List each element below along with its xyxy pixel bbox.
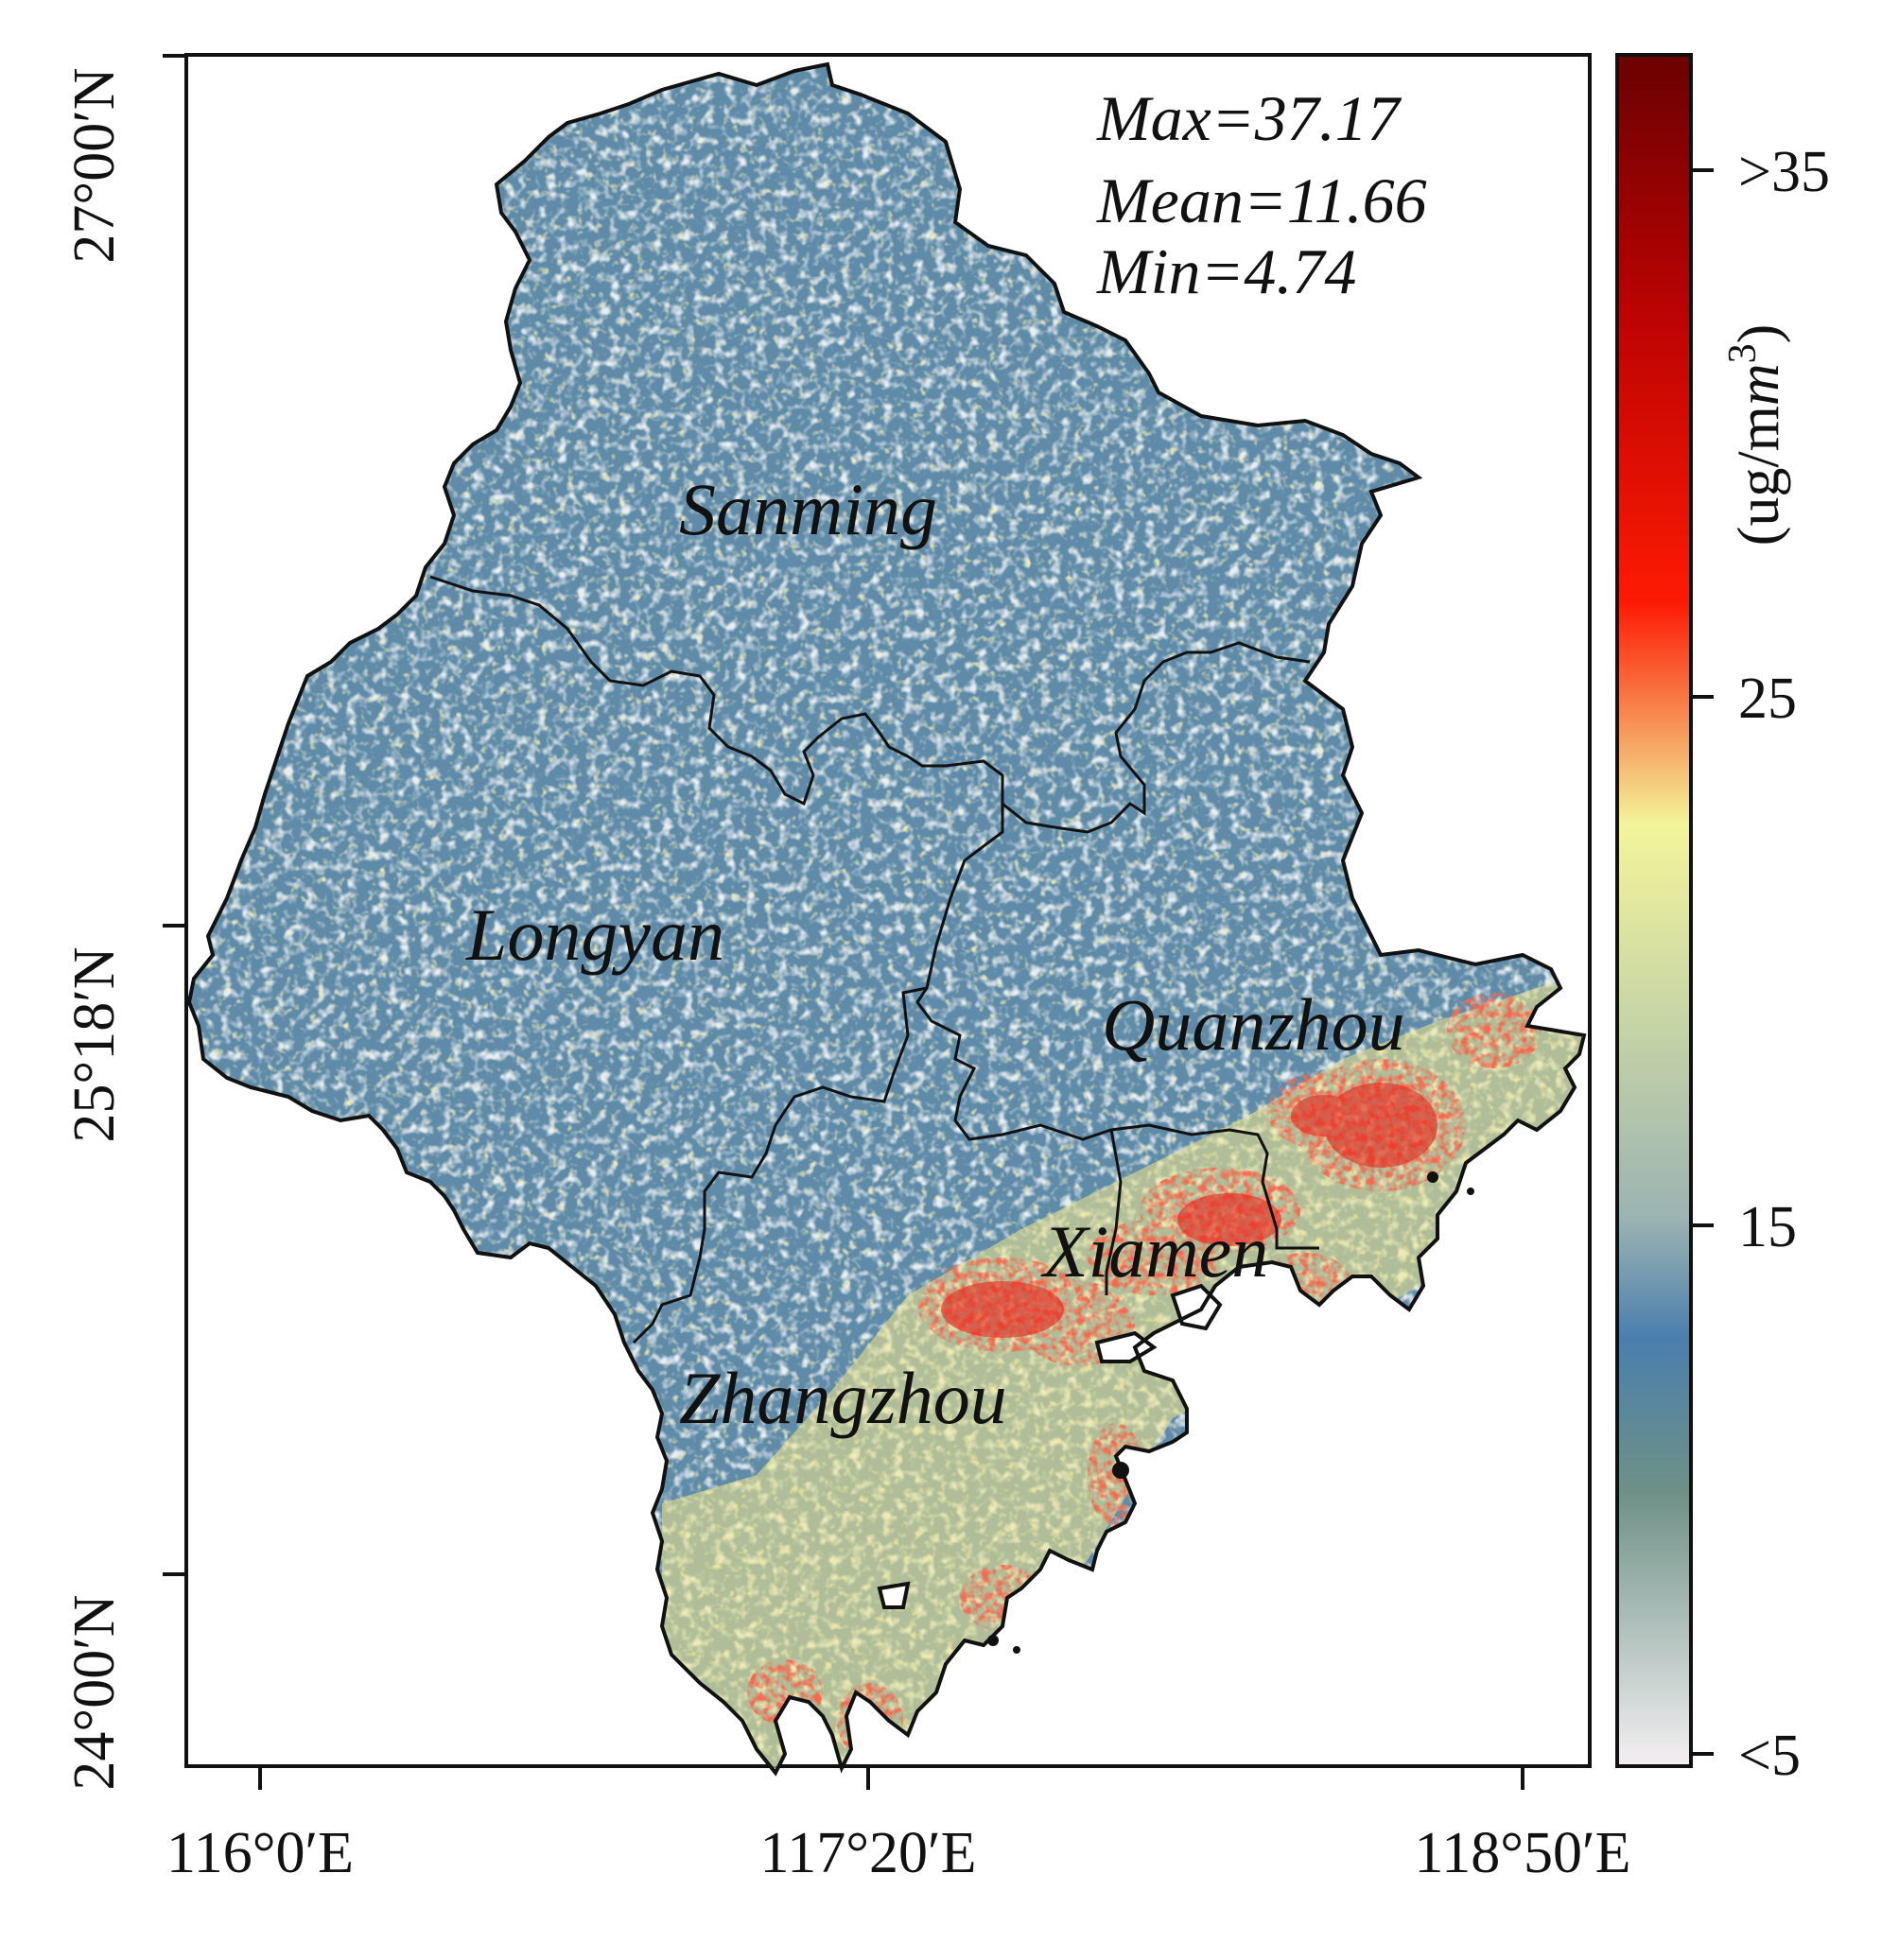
region-label-zhangzhou: Zhangzhou <box>679 1357 1007 1439</box>
stat-max: Max=37.17 <box>1096 82 1402 154</box>
colorbar-tick-label: 25 <box>1738 667 1797 731</box>
city-boundaries <box>429 575 1319 1344</box>
colorbar <box>1615 53 1693 1768</box>
colorbar-unit-label: (ug/mm3) <box>1721 324 1791 546</box>
lat-tick-label: 24°00′N <box>62 1594 127 1790</box>
colorbar-tick-label: <5 <box>1738 1724 1801 1788</box>
lat-ticks <box>163 54 186 1576</box>
stat-min: Min=4.74 <box>1096 235 1356 307</box>
lon-ticks <box>258 1766 1524 1790</box>
region-label-xiamen: Xiamen <box>1040 1210 1268 1292</box>
colorbar-ticks <box>1691 168 1714 1756</box>
region-label-longyan: Longyan <box>465 893 724 976</box>
lat-tick-label: 25°18′N <box>62 946 127 1142</box>
lon-tick-label: 116°0′E <box>166 1821 354 1885</box>
lon-tick-label: 117°20′E <box>760 1821 977 1885</box>
region-label-quanzhou: Quanzhou <box>1102 983 1405 1066</box>
lon-tick-label: 118°50′E <box>1415 1821 1631 1885</box>
stat-mean: Mean=11.66 <box>1096 165 1427 236</box>
colorbar-tick-label: 15 <box>1738 1195 1797 1259</box>
region-label-sanming: Sanming <box>679 468 937 550</box>
lat-tick-label: 27°00′N <box>62 67 127 263</box>
colorbar-tick-label: >35 <box>1738 140 1830 204</box>
